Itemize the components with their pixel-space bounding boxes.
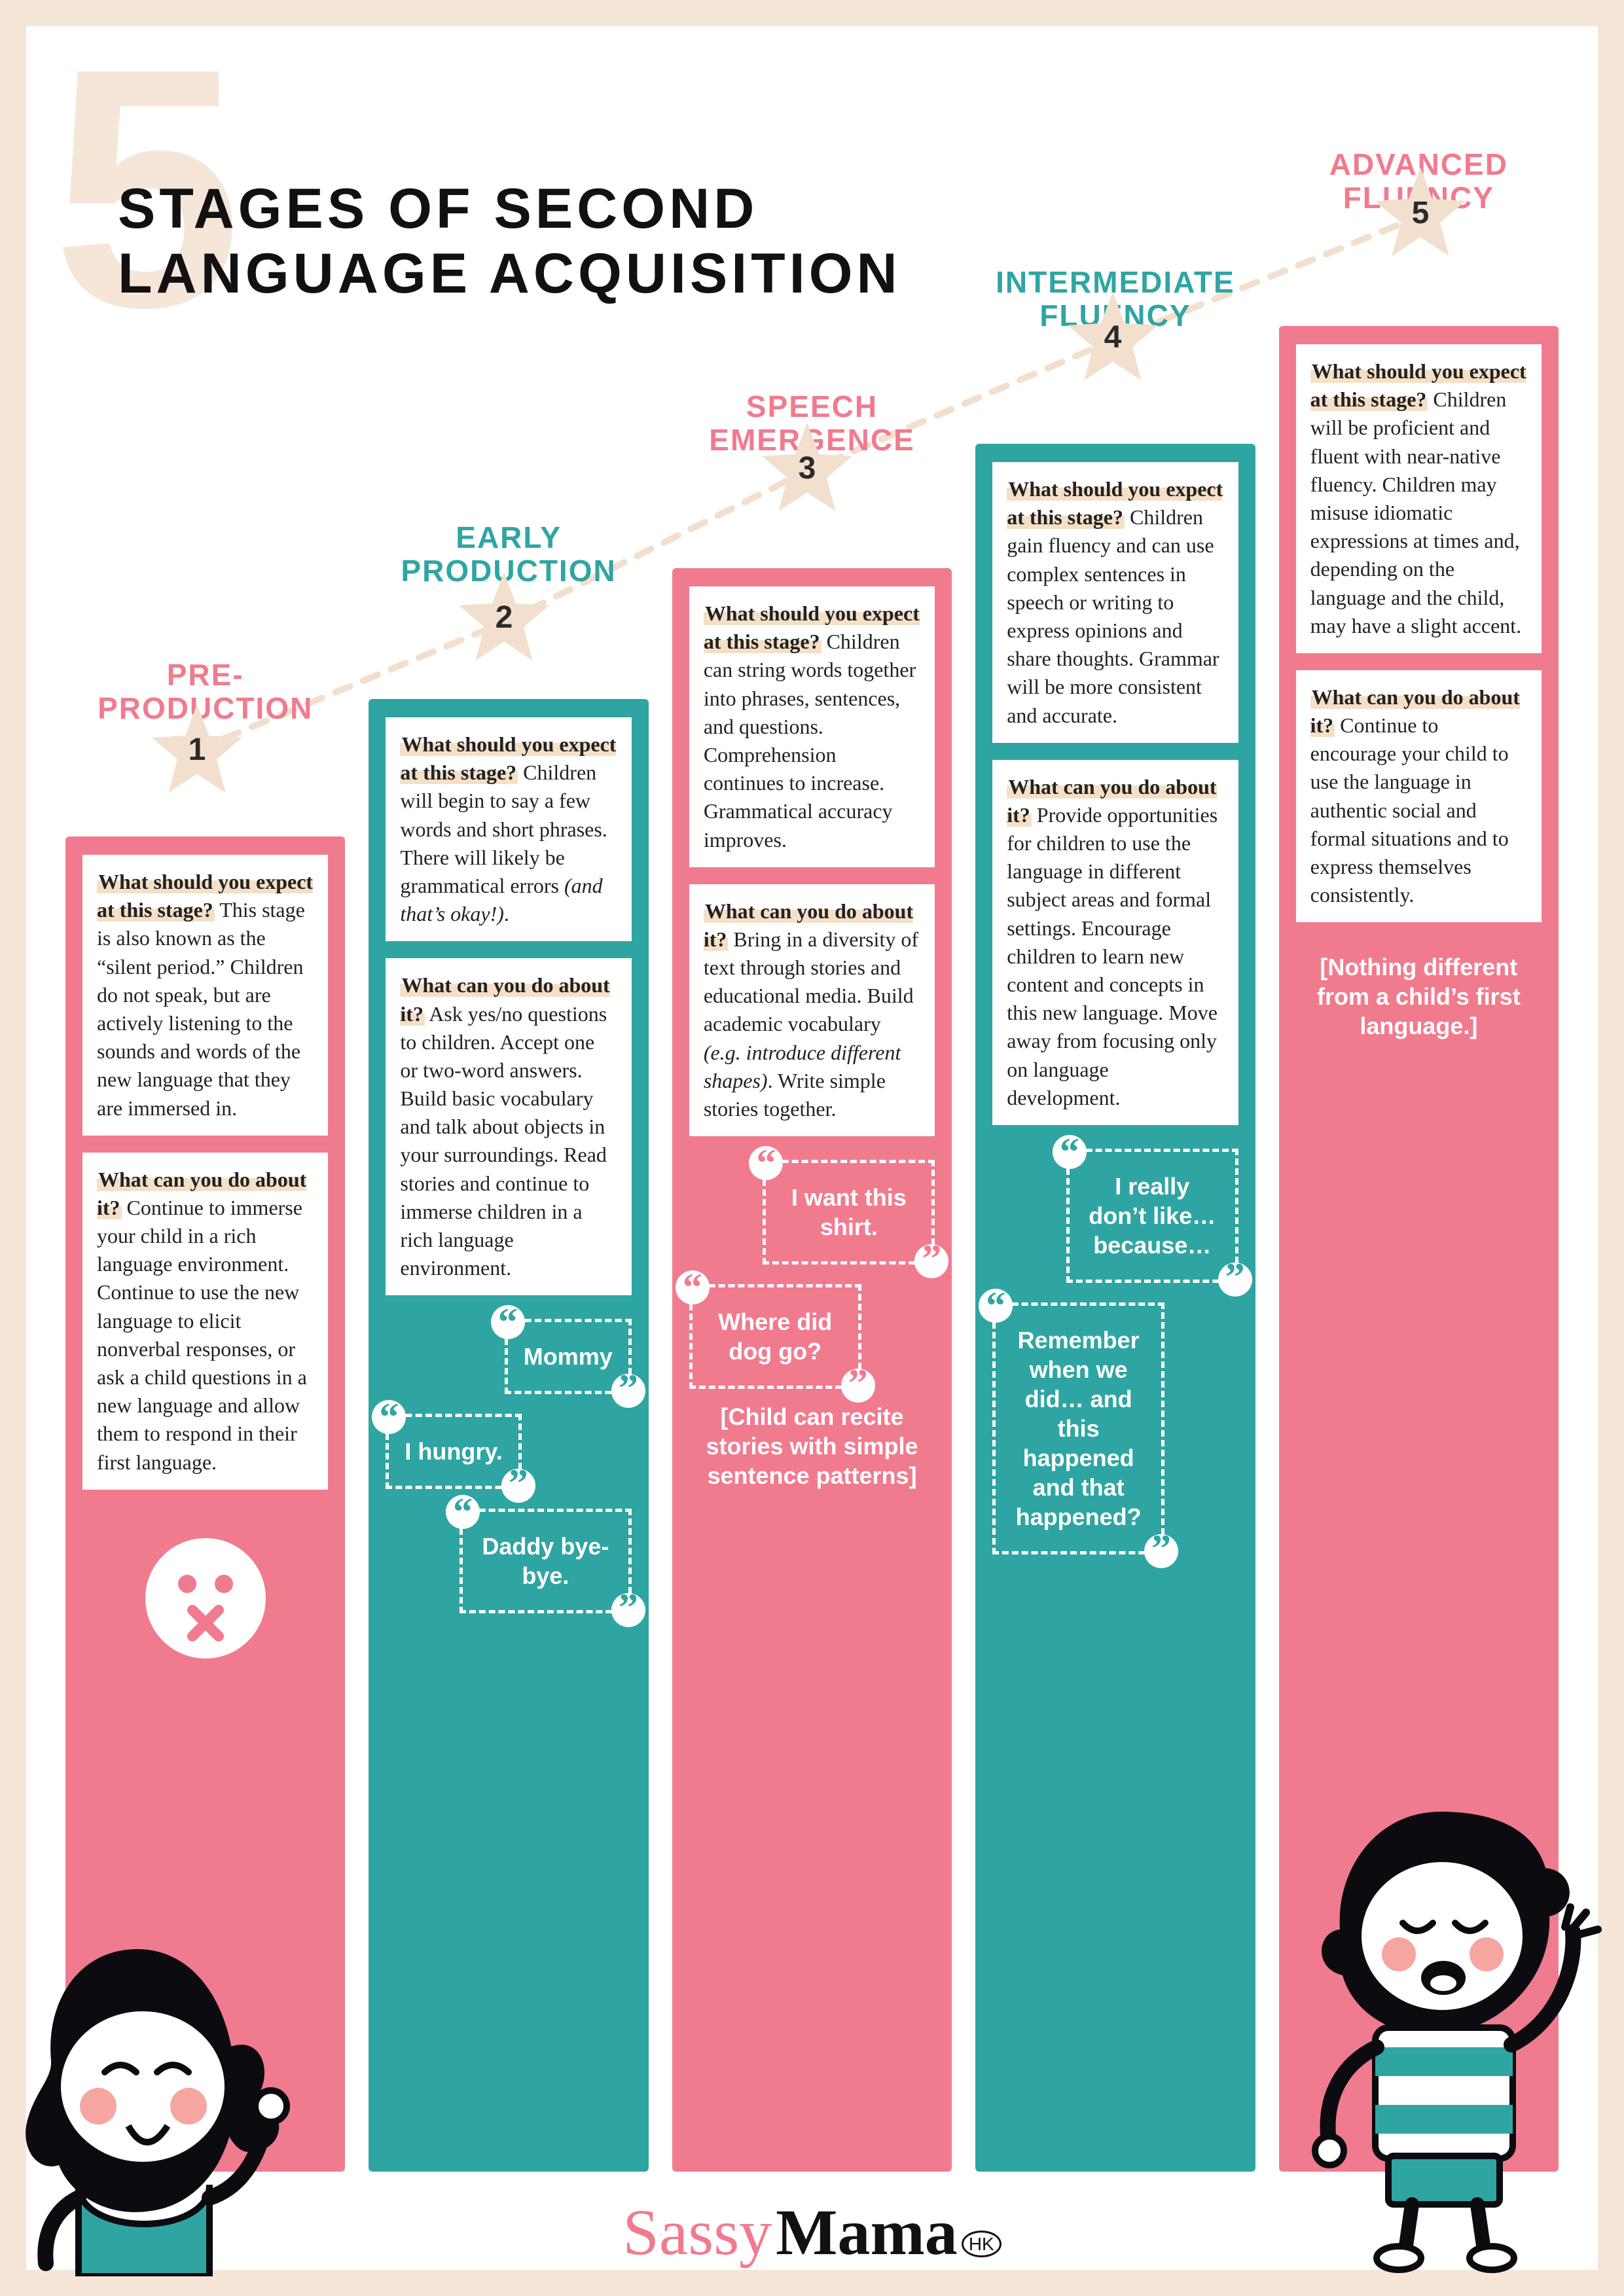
do-box-pre_production: What can you do about it? Continue to im… [82, 1153, 328, 1490]
quote-intermediate_fluency-1: “Remember when we did… and this happened… [992, 1302, 1164, 1554]
silent-face-icon [140, 1533, 271, 1664]
quote-speech_emergence-1: “Where did dog go?” [689, 1284, 861, 1389]
quote-intermediate_fluency-0: “I really don’t like… because…” [1066, 1149, 1238, 1283]
stage-star-1: 1 [148, 700, 246, 798]
title-line2: LANGUAGE ACQUISITION [118, 242, 901, 305]
footer-logo: SassyMamaHK [0, 2195, 1624, 2270]
expect-box-speech_emergence: What should you expect at this stage? Ch… [689, 586, 935, 867]
footer-sassy: Sassy [623, 2196, 772, 2269]
quote-early_production-1: “I hungry.” [386, 1414, 521, 1489]
column-intermediate_fluency: INTERMEDIATEFLUENCYWhat should you expec… [975, 444, 1255, 2172]
stage-star-5: 5 [1371, 164, 1470, 262]
do-box-speech_emergence: What can you do about it? Bring in a div… [689, 884, 935, 1137]
stage-star-2: 2 [455, 568, 553, 666]
footer-mama: Mama [776, 2196, 958, 2269]
expect-box-early_production: What should you expect at this stage? Ch… [386, 717, 631, 941]
quote-stack-speech_emergence: “I want this shirt.” “Where did dog go?” [689, 1160, 935, 1389]
page-title: STAGES OF SECOND LANGUAGE ACQUISITION [118, 177, 901, 306]
column-early_production: EARLYPRODUCTIONWhat should you expect at… [369, 699, 648, 2172]
do-box-early_production: What can you do about it? Ask yes/no que… [386, 958, 631, 1295]
do-box-intermediate_fluency: What can you do about it? Provide opport… [992, 760, 1238, 1125]
quote-stack-early_production: “Mommy” “I hungry.” “Daddy bye-bye.” [386, 1319, 631, 1613]
title-line1: STAGES OF SECOND [118, 177, 758, 240]
stage-star-4: 4 [1064, 288, 1162, 386]
quote-stack-intermediate_fluency: “I really don’t like… because…” “Remember… [992, 1149, 1238, 1554]
expect-box-advanced_fluency: What should you expect at this stage? Ch… [1296, 344, 1542, 653]
bracket-note-advanced_fluency: [Nothing different from a child’s first … [1296, 939, 1542, 1054]
quote-early_production-0: “Mommy” [505, 1319, 632, 1394]
footer-hk: HK [962, 2231, 1001, 2257]
expect-box-intermediate_fluency: What should you expect at this stage? Ch… [992, 462, 1238, 743]
quote-speech_emergence-0: “I want this shirt.” [763, 1160, 935, 1265]
stage-star-3: 3 [758, 419, 856, 517]
column-speech_emergence: SPEECHEMERGENCEWhat should you expect at… [672, 568, 952, 2172]
quote-early_production-2: “Daddy bye-bye.” [460, 1509, 632, 1613]
expect-box-pre_production: What should you expect at this stage? Th… [82, 855, 328, 1136]
bracket-note-speech_emergence: [Child can recite stories with simple se… [689, 1389, 935, 1503]
do-box-advanced_fluency: What can you do about it? Continue to en… [1296, 670, 1542, 923]
